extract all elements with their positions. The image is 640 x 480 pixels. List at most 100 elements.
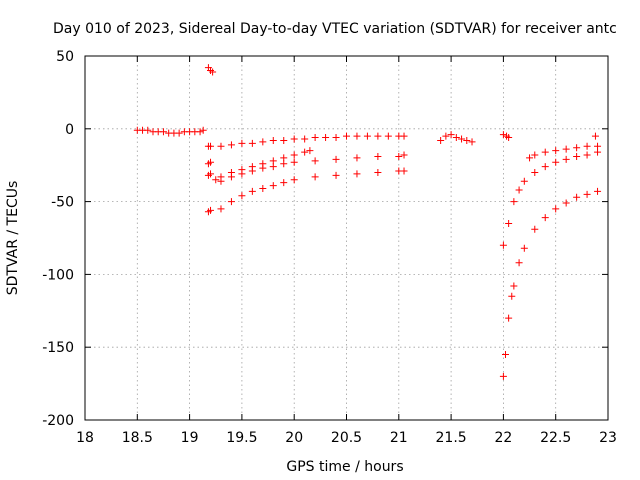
data-point xyxy=(209,68,217,76)
data-point xyxy=(526,154,534,162)
data-point xyxy=(217,177,225,185)
y-tick-label: -150 xyxy=(42,340,74,356)
data-point xyxy=(238,192,246,200)
data-point xyxy=(384,132,392,140)
data-point xyxy=(207,170,215,178)
data-point xyxy=(468,138,476,146)
data-point xyxy=(395,152,403,160)
data-point xyxy=(332,155,340,163)
data-point xyxy=(458,135,466,143)
data-point xyxy=(212,176,220,184)
data-point xyxy=(515,259,523,267)
data-point xyxy=(463,136,471,144)
data-point xyxy=(562,199,570,207)
x-tick-label: 20.5 xyxy=(331,430,362,446)
data-point xyxy=(301,135,309,143)
axis-ticks xyxy=(84,55,609,421)
data-point xyxy=(374,168,382,176)
data-point xyxy=(437,136,445,144)
x-tick-label: 20 xyxy=(285,430,303,446)
data-point xyxy=(248,167,256,175)
data-point xyxy=(196,128,204,136)
data-point xyxy=(159,128,167,136)
data-point xyxy=(238,170,246,178)
data-point xyxy=(447,131,455,139)
data-point xyxy=(594,142,602,150)
data-point xyxy=(227,198,235,206)
data-point xyxy=(175,129,183,137)
y-tick-label: 0 xyxy=(65,122,74,138)
y-tick-label: -50 xyxy=(51,195,74,211)
data-point xyxy=(594,187,602,195)
data-point xyxy=(400,151,408,159)
series-s2 xyxy=(204,64,217,76)
data-point xyxy=(269,136,277,144)
data-point xyxy=(400,167,408,175)
data-point xyxy=(199,126,207,134)
data-point xyxy=(269,163,277,171)
data-point xyxy=(510,282,518,290)
x-tick-label: 18.5 xyxy=(122,430,153,446)
data-points xyxy=(133,64,602,380)
data-point xyxy=(583,142,591,150)
data-point xyxy=(332,171,340,179)
data-point xyxy=(583,151,591,159)
x-tick-label: 21 xyxy=(390,430,408,446)
data-point xyxy=(290,176,298,184)
data-point xyxy=(290,158,298,166)
data-point xyxy=(217,142,225,150)
data-point xyxy=(311,157,319,165)
data-point xyxy=(280,136,288,144)
data-point xyxy=(520,244,528,252)
x-tick-label: 22 xyxy=(494,430,512,446)
data-point xyxy=(144,126,152,134)
grid-lines xyxy=(85,56,608,420)
x-tick-label: 23 xyxy=(599,430,617,446)
data-point xyxy=(505,314,513,322)
data-point xyxy=(442,132,450,140)
data-point xyxy=(562,145,570,153)
data-point xyxy=(353,170,361,178)
data-point xyxy=(259,184,267,192)
data-point xyxy=(374,152,382,160)
data-point xyxy=(573,193,581,201)
y-tick-labels: 50 0 -50 -100 -150 -200 xyxy=(42,49,74,429)
data-point xyxy=(280,160,288,168)
data-point xyxy=(400,132,408,140)
data-point xyxy=(531,151,539,159)
data-point xyxy=(552,158,560,166)
data-point xyxy=(322,134,330,142)
series-s11 xyxy=(526,142,602,162)
data-point xyxy=(552,147,560,155)
y-tick-label: -100 xyxy=(42,267,74,283)
data-point xyxy=(583,190,591,198)
data-point xyxy=(306,147,314,155)
series-s8 xyxy=(499,131,513,142)
data-point xyxy=(227,173,235,181)
series-s10 xyxy=(499,187,602,380)
data-point xyxy=(452,134,460,142)
data-point xyxy=(531,168,539,176)
series-s1 xyxy=(133,126,207,137)
data-point xyxy=(343,132,350,140)
data-point xyxy=(552,205,560,213)
data-point xyxy=(290,135,298,143)
data-point xyxy=(510,198,518,206)
data-point xyxy=(280,179,288,187)
x-tick-label: 21.5 xyxy=(436,430,467,446)
data-point xyxy=(541,148,549,156)
data-point xyxy=(269,182,277,190)
x-tick-label: 18 xyxy=(76,430,94,446)
series-s7 xyxy=(437,131,476,146)
y-tick-label: -200 xyxy=(42,413,74,429)
data-point xyxy=(520,177,528,185)
x-tick-label: 22.5 xyxy=(540,430,571,446)
data-point xyxy=(508,292,516,300)
data-point xyxy=(499,372,507,380)
y-axis-label: SDTVAR / TECUs xyxy=(5,181,21,296)
data-point xyxy=(562,155,570,163)
chart-title: Day 010 of 2023, Sidereal Day-to-day VTE… xyxy=(53,21,617,37)
x-tick-label: 19.5 xyxy=(226,430,257,446)
data-point xyxy=(311,134,319,142)
